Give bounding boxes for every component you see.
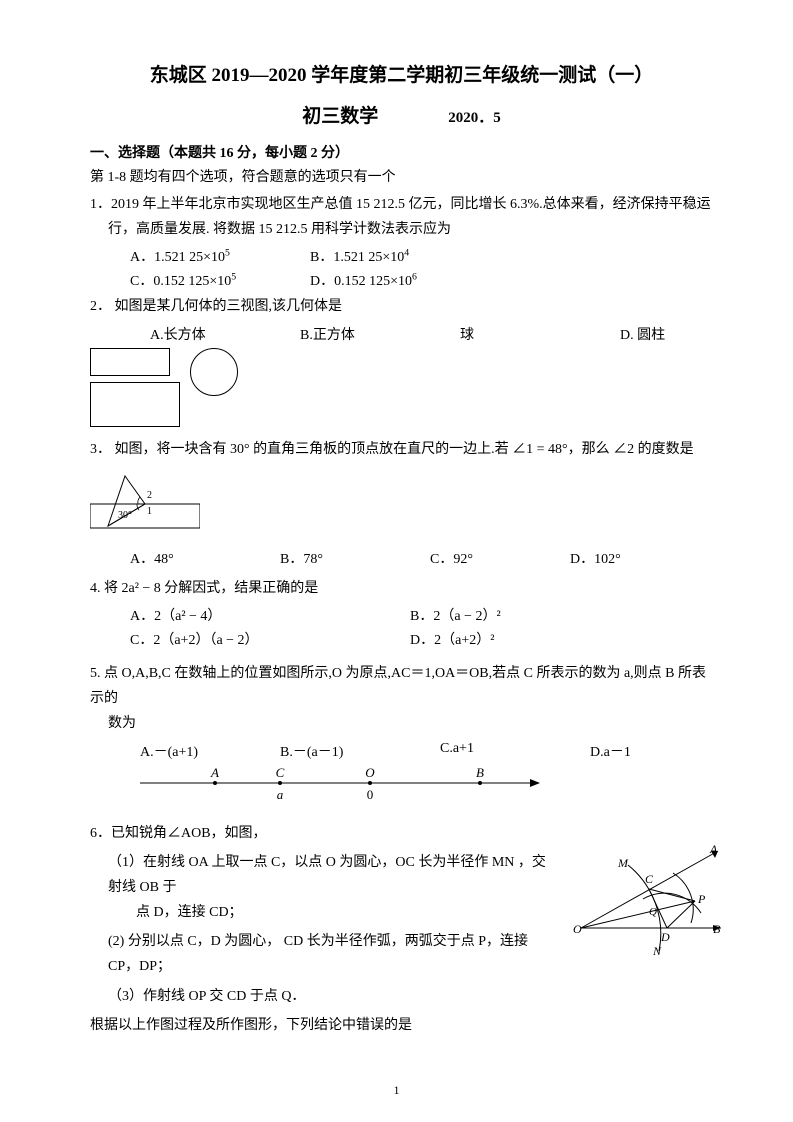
q2-rect-stack [90, 348, 180, 427]
svg-text:P: P [697, 892, 706, 906]
q4-option-d: D．2（a+2）² [410, 629, 494, 649]
exam-title: 东城区 2019—2020 学年度第二学期初三年级统一测试（一） [90, 60, 713, 87]
q3-option-d: D．102° [570, 548, 621, 568]
q5-option-a: A.－(a+1) [140, 741, 280, 761]
q2-option-b: B.正方体 [300, 324, 460, 344]
question-4: 4. 将 2a² − 8 分解因式，结果正确的是 [90, 576, 713, 601]
q4-option-c: C．2（a+2）（a − 2） [130, 629, 410, 649]
svg-text:M: M [617, 856, 629, 870]
q6-figure: O A B C D P Q M N [573, 843, 723, 958]
q2-option-a: A.长方体 [150, 324, 300, 344]
q2-option-d: D. 圆柱 [620, 324, 665, 344]
question-2: 2． 如图是某几何体的三视图,该几何体是 [90, 294, 713, 319]
q1-option-a: A．1.521 25×105 [130, 246, 310, 266]
q2-three-views [90, 348, 713, 427]
svg-text:N: N [652, 944, 662, 958]
svg-text:C: C [276, 765, 285, 780]
svg-text:B: B [476, 765, 484, 780]
svg-text:O: O [573, 922, 582, 936]
q3-figure: 30° 2 1 [90, 468, 713, 538]
page-number: 1 [0, 1083, 793, 1098]
q2-side-view-circle [190, 348, 238, 396]
q1-options-row1: A．1.521 25×105 B．1.521 25×104 [90, 246, 713, 266]
q1-text-line2: 行，高质量发展. 将数据 15 212.5 用科学计数法表示应为 [90, 217, 713, 242]
exam-date: 2020．5 [448, 106, 501, 127]
q3-option-a: A．48° [130, 548, 280, 568]
q4-options-row2: C．2（a+2）（a − 2） D．2（a+2）² [90, 629, 713, 649]
q3-angle-30: 30° [118, 510, 132, 521]
q1-option-c: C．0.152 125×105 [130, 270, 310, 290]
q3-option-b: B．78° [280, 548, 430, 568]
q4-options-row1: A．2（a² − 4） B．2（a − 2）² [90, 605, 713, 625]
q5-figure: A C O B a 0 [130, 765, 713, 813]
q3-angle-1-label: 1 [147, 506, 152, 517]
svg-text:a: a [277, 787, 284, 802]
question-3: 3． 如图，将一块含有 30° 的直角三角板的顶点放在直尺的一边上.若 ∠1 =… [90, 437, 713, 462]
svg-text:D: D [660, 930, 670, 944]
section-1-header: 一、选择题（本题共 16 分，每小题 2 分） [90, 142, 713, 162]
exam-subject: 初三数学 [302, 101, 378, 128]
svg-text:Q: Q [649, 906, 657, 918]
q5-option-c: C.a+1 [440, 741, 590, 761]
q4-option-b: B．2（a − 2）² [410, 605, 501, 625]
q6-step2: (2) 分别以点 C，D 为圆心， CD 长为半径作弧，两弧交于点 P，连接 C… [90, 929, 550, 979]
q3-options: A．48° B．78° C．92° D．102° [90, 548, 713, 568]
q5-text-line1: 5. 点 O,A,B,C 在数轴上的位置如图所示,O 为原点,AC＝1,OA＝O… [90, 661, 713, 711]
q5-text-line2: 数为 [90, 711, 713, 736]
q5-option-d: D.a－1 [590, 741, 631, 761]
q5-option-b: B.－(a－1) [280, 741, 440, 761]
q2-options: A.长方体 B.正方体 球 D. 圆柱 [90, 324, 713, 344]
q6-steps: （1）在射线 OA 上取一点 C，以点 O 为圆心，OC 长为半径作 MN ，交… [90, 850, 550, 1009]
q6-conclusion: 根据以上作图过程及所作图形，下列结论中错误的是 [90, 1013, 713, 1038]
q1-text-line1: 1．2019 年上半年北京市实现地区生产总值 15 212.5 亿元，同比增长 … [90, 192, 713, 217]
question-5: 5. 点 O,A,B,C 在数轴上的位置如图所示,O 为原点,AC＝1,OA＝O… [90, 661, 713, 737]
q3-option-c: C．92° [430, 548, 570, 568]
question-1: 1．2019 年上半年北京市实现地区生产总值 15 212.5 亿元，同比增长 … [90, 192, 713, 242]
svg-text:A: A [210, 765, 219, 780]
q1-options-row2: C．0.152 125×105 D．0.152 125×106 [90, 270, 713, 290]
q2-front-view [90, 348, 170, 376]
subtitle-row: 初三数学 2020．5 [90, 101, 713, 128]
q4-option-a: A．2（a² − 4） [130, 605, 410, 625]
question-6-container: 6．已知锐角∠AOB，如图， （1）在射线 OA 上取一点 C，以点 O 为圆心… [90, 821, 713, 1039]
svg-text:0: 0 [367, 787, 374, 802]
q6-step3: （3）作射线 OP 交 CD 于点 Q． [90, 984, 550, 1009]
q1-option-b: B．1.521 25×104 [310, 246, 460, 266]
q1-option-d: D．0.152 125×106 [310, 270, 460, 290]
q2-option-c: 球 [460, 324, 620, 344]
q6-step1: （1）在射线 OA 上取一点 C，以点 O 为圆心，OC 长为半径作 MN ，交… [90, 850, 550, 926]
svg-text:C: C [645, 872, 654, 886]
section-1-instruction: 第 1-8 题均有四个选项，符合题意的选项只有一个 [90, 166, 713, 186]
svg-text:O: O [365, 765, 375, 780]
q3-angle-2-label: 2 [147, 490, 152, 501]
q5-options: A.－(a+1) B.－(a－1) C.a+1 D.a－1 [90, 741, 713, 761]
q2-top-view [90, 382, 180, 427]
